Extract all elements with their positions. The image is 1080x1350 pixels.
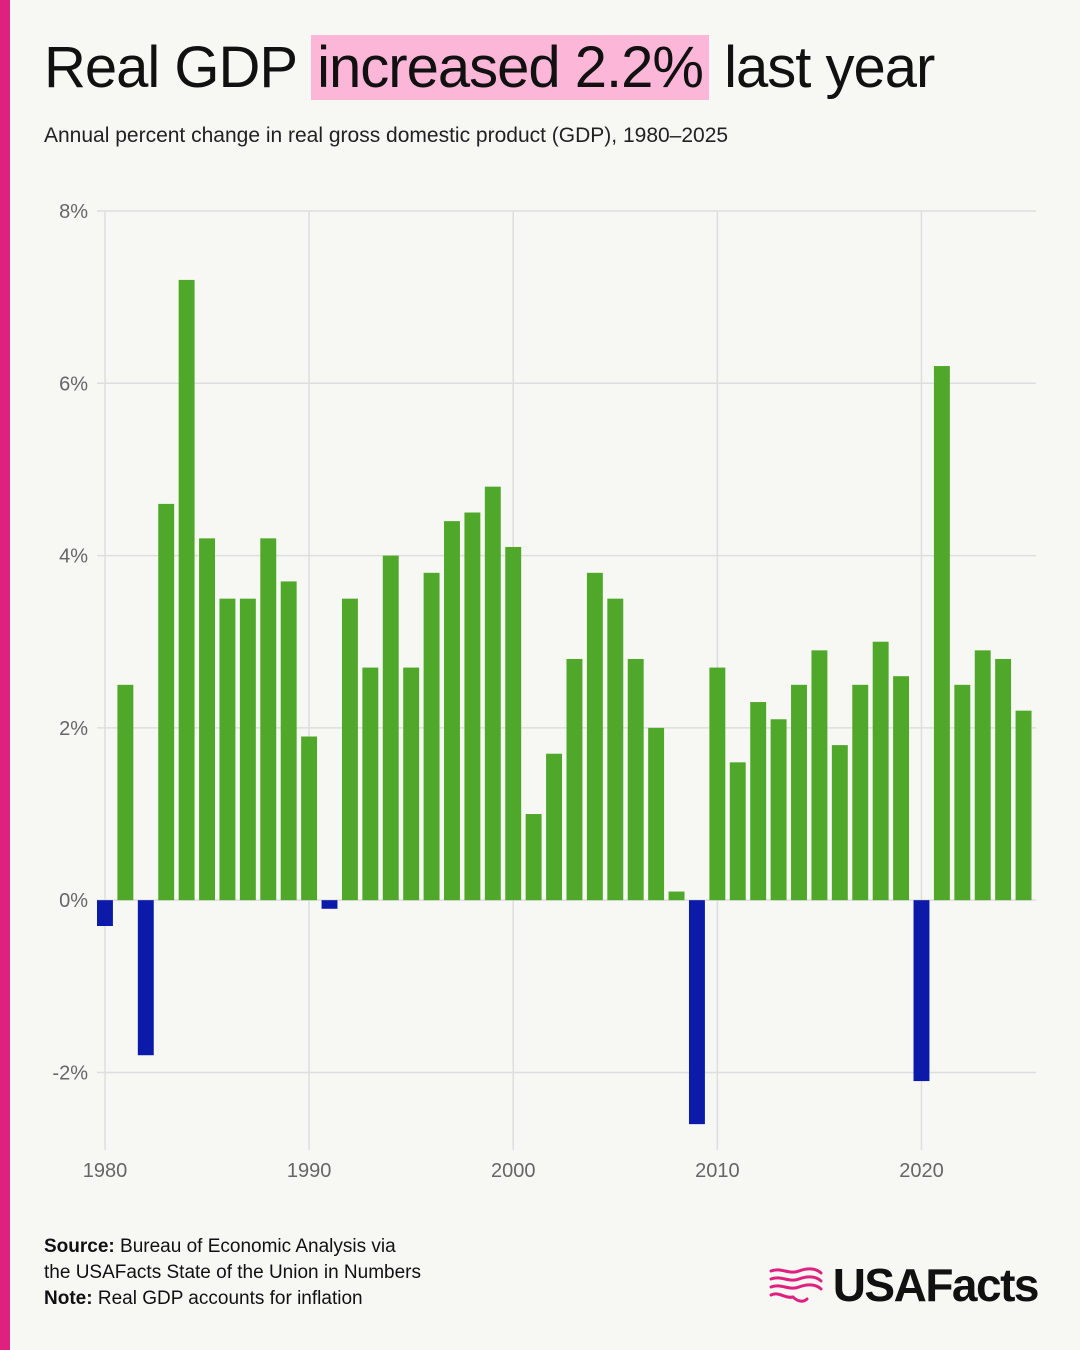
bar-2022 bbox=[954, 684, 971, 901]
source-label: Source: bbox=[44, 1236, 115, 1257]
bar-1984 bbox=[178, 279, 195, 901]
source-text-2: the USAFacts State of the Union in Numbe… bbox=[44, 1262, 422, 1283]
bar-2024 bbox=[995, 658, 1012, 901]
x-tick-label: 2020 bbox=[899, 1160, 944, 1182]
y-tick-label: -2% bbox=[52, 1062, 88, 1084]
y-tick-label: 8% bbox=[59, 201, 88, 223]
source-text-1: Bureau of Economic Analysis via bbox=[120, 1236, 396, 1257]
title-highlight: increased 2.2% bbox=[311, 35, 709, 100]
gdp-bar-chart: 8% 6% 4% 2% 0% -2% 1980 1990 2000 2010 2020 bbox=[52, 201, 1036, 1182]
bar-2004 bbox=[586, 572, 603, 901]
source-line-1: Source: Bureau of Economic Analysis via bbox=[44, 1234, 421, 1260]
bar-2015 bbox=[811, 650, 828, 901]
bar-1985 bbox=[199, 538, 215, 901]
bar-2014 bbox=[791, 684, 807, 901]
accent-bar bbox=[0, 0, 10, 1350]
bar-1996 bbox=[423, 572, 440, 901]
bar-1986 bbox=[219, 598, 236, 901]
bar-2012 bbox=[750, 702, 767, 901]
chart-subtitle: Annual percent change in real gross dome… bbox=[44, 124, 729, 147]
bar-2020 bbox=[913, 900, 930, 1082]
logo-text: USAFacts bbox=[832, 1259, 1040, 1311]
bar-2008 bbox=[668, 891, 685, 901]
bar-2025 bbox=[1015, 710, 1032, 901]
y-tick-label: 0% bbox=[59, 890, 88, 912]
bar-1987 bbox=[239, 598, 256, 901]
y-tick-label: 6% bbox=[59, 373, 88, 395]
x-tick-label: 2000 bbox=[491, 1160, 536, 1182]
bar-1989 bbox=[280, 581, 297, 901]
bar-1997 bbox=[444, 521, 460, 901]
bar-2006 bbox=[627, 658, 644, 901]
bar-2003 bbox=[566, 658, 583, 901]
bar-2016 bbox=[831, 745, 848, 901]
bar-2002 bbox=[546, 753, 563, 901]
bar-2013 bbox=[770, 719, 787, 901]
bar-2007 bbox=[648, 727, 665, 901]
bar-1983 bbox=[158, 503, 175, 901]
usafacts-logo: USAFacts bbox=[767, 1258, 1040, 1312]
x-tick-label: 2010 bbox=[695, 1160, 740, 1182]
note-text: Real GDP accounts for inflation bbox=[97, 1288, 363, 1309]
bar-1999 bbox=[484, 486, 501, 901]
bar-2010 bbox=[709, 667, 726, 901]
bar-1995 bbox=[403, 667, 420, 901]
bar-2023 bbox=[974, 650, 991, 901]
chart-title: Real GDP increased 2.2% last year bbox=[44, 28, 935, 108]
bar-1992 bbox=[341, 598, 358, 901]
note-label: Note: bbox=[44, 1288, 93, 1309]
bar-2009 bbox=[688, 900, 705, 1125]
bar-1982 bbox=[137, 900, 154, 1056]
title-suffix: last year bbox=[708, 35, 935, 100]
bar-1998 bbox=[464, 512, 481, 901]
bar-1994 bbox=[382, 555, 399, 901]
title-prefix: Real GDP bbox=[44, 35, 312, 100]
bar-1980 bbox=[97, 900, 113, 927]
usafacts-flag-map-icon bbox=[769, 1267, 823, 1303]
y-tick-label: 2% bbox=[59, 718, 88, 740]
note-line: Note: Real GDP accounts for inflation bbox=[44, 1286, 421, 1312]
bar-2001 bbox=[525, 814, 542, 901]
bar-2018 bbox=[872, 641, 889, 901]
bar-2005 bbox=[607, 598, 624, 901]
bar-2021 bbox=[933, 366, 950, 901]
footer: Source: Bureau of Economic Analysis via … bbox=[44, 1234, 421, 1312]
bar-2011 bbox=[729, 762, 746, 901]
bar-1988 bbox=[260, 538, 277, 901]
bar-1991 bbox=[321, 900, 338, 909]
x-tick-label: 1990 bbox=[287, 1160, 332, 1182]
bar-2000 bbox=[505, 546, 522, 901]
bar-1993 bbox=[362, 667, 379, 901]
bar-1990 bbox=[301, 736, 318, 901]
y-tick-label: 4% bbox=[59, 546, 88, 568]
x-tick-label: 1980 bbox=[83, 1160, 128, 1182]
bar-2019 bbox=[893, 676, 910, 901]
bar-1981 bbox=[117, 684, 134, 901]
bar-2017 bbox=[852, 684, 869, 901]
